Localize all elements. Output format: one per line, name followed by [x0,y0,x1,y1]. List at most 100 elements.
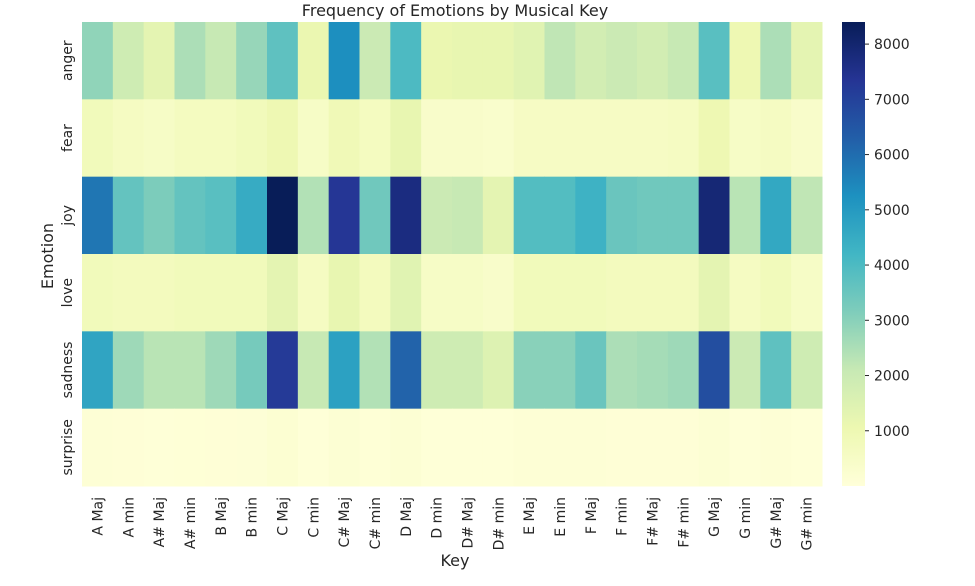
heatmap-cell-sadness-asharp-min [174,331,206,410]
x-tick-label: G# Maj [769,497,785,549]
heatmap-cell-love-asharp-min [174,254,206,332]
heatmap-cell-joy-d-min [421,176,453,255]
heatmap-cell-joy-gsharp-min [791,176,823,255]
x-tick-label: C# min [368,497,384,549]
heatmap-cell-fear-g-maj [698,99,730,178]
heatmap-cell-joy-asharp-min [174,176,206,255]
heatmap-cell-sadness-d-min [421,331,453,410]
colorbar-tick-label: 4000 [874,258,910,274]
heatmap-cell-love-e-maj [513,254,545,332]
heatmap-cell-fear-asharp-maj [143,99,175,178]
heatmap-cell-surprise-dsharp-min [482,408,515,487]
heatmap-cell-joy-dsharp-min [482,176,515,255]
heatmap-cell-joy-fsharp-maj [637,176,669,255]
heatmap-cell-sadness-e-min [544,331,576,410]
heatmap-cell-anger-gsharp-min [791,22,823,100]
heatmap-cell-fear-e-min [544,99,576,178]
heatmap-cell-surprise-a-maj [82,408,114,487]
heatmap-cell-love-dsharp-maj [452,254,484,332]
heatmap-cell-fear-fsharp-maj [637,99,669,178]
heatmap-cell-love-fsharp-maj [637,254,669,332]
heatmap-cell-surprise-asharp-min [174,408,206,487]
heatmap-cell-anger-a-maj [82,22,114,100]
x-tick-label: C min [306,497,322,538]
heatmap-cell-fear-f-maj [575,99,607,178]
x-tick-label: D min [430,497,446,539]
heatmap-cell-sadness-asharp-maj [143,331,175,410]
heatmap-cell-sadness-a-min [112,331,145,410]
heatmap-cell-fear-gsharp-maj [760,99,792,178]
heatmap-cell-sadness-c-maj [267,331,299,410]
x-tick-label: G Maj [707,497,723,537]
heatmap-cell-sadness-fsharp-min [667,331,700,410]
heatmap-cell-fear-a-maj [82,99,114,178]
heatmap-cell-sadness-fsharp-maj [637,331,669,410]
x-tick-label: D Maj [399,497,415,537]
colorbar-tick-label: 2000 [874,369,910,385]
x-tick-label: D# Maj [460,497,476,549]
heatmap-cell-love-b-maj [205,254,237,332]
heatmap-cell-sadness-b-min [236,331,268,410]
heatmap-cell-fear-f-min [606,99,638,178]
heatmap-cell-surprise-e-maj [513,408,545,487]
heatmap-cell-sadness-csharp-maj [328,331,360,410]
heatmap-cell-surprise-b-min [236,408,268,487]
heatmap-cell-anger-b-min [236,22,268,100]
colorbar-tick-label: 3000 [874,313,910,329]
x-tick-label: G# min [800,497,816,550]
heatmap-cell-sadness-f-min [606,331,638,410]
y-tick-label: fear [60,124,76,152]
x-tick-label: F Maj [584,497,600,534]
heatmap-cell-sadness-csharp-min [359,331,391,410]
heatmap-cell-surprise-csharp-min [359,408,391,487]
x-tick-label: B Maj [214,497,230,536]
heatmap-cell-joy-d-maj [390,176,422,255]
heatmap-cell-fear-a-min [112,99,145,178]
heatmap-cell-love-fsharp-min [667,254,700,332]
heatmap-cell-anger-fsharp-maj [637,22,669,100]
heatmap-cell-fear-e-maj [513,99,545,178]
colorbar-tick-label: 1000 [874,424,910,440]
heatmap-cell-joy-g-maj [698,176,730,255]
heatmap-cell-anger-c-maj [267,22,299,100]
chart-title: Frequency of Emotions by Musical Key [302,1,608,20]
heatmap-cell-surprise-g-min [729,408,761,487]
x-tick-label: F min [615,497,631,536]
heatmap-cell-fear-c-maj [267,99,299,178]
heatmap-cell-joy-asharp-maj [143,176,175,255]
heatmap-cell-fear-gsharp-min [791,99,823,178]
heatmap-cell-anger-dsharp-maj [452,22,484,100]
heatmap-cell-sadness-a-maj [82,331,114,410]
heatmap-cell-anger-asharp-min [174,22,206,100]
heatmap-cell-fear-dsharp-maj [452,99,484,178]
heatmap-cell-anger-f-min [606,22,638,100]
heatmap-cell-surprise-d-maj [390,408,422,487]
heatmap-cell-surprise-fsharp-maj [637,408,669,487]
heatmap-cell-sadness-b-maj [205,331,237,410]
x-tick-label: C Maj [275,497,291,536]
heatmap-cell-joy-f-min [606,176,638,255]
heatmap-cell-joy-fsharp-min [667,176,700,255]
heatmap-cell-love-c-min [297,254,330,332]
heatmap-cell-anger-csharp-maj [328,22,360,100]
heatmap-cell-anger-g-min [729,22,761,100]
heatmap-cell-surprise-fsharp-min [667,408,700,487]
x-tick-label: E Maj [522,497,538,535]
heatmap-cell-joy-e-maj [513,176,545,255]
heatmap-cell-love-a-min [112,254,145,332]
heatmap-cell-surprise-asharp-maj [143,408,175,487]
colorbar-gradient [842,22,865,486]
heatmap-cell-sadness-f-maj [575,331,607,410]
colorbar-tick-label: 7000 [874,92,910,108]
x-tick-label: F# Maj [645,497,661,546]
y-tick-label: sadness [60,342,76,399]
x-tick-label: A min [121,497,137,537]
heatmap-cell-anger-csharp-min [359,22,391,100]
heatmap-cell-anger-f-maj [575,22,607,100]
x-axis-ticks: A Maj A min A# Maj A# min B Maj B min C Maj C m… [90,497,815,550]
heatmap-cell-sadness-g-maj [698,331,730,410]
heatmap-cell-anger-d-maj [390,22,422,100]
heatmap-cell-joy-csharp-maj [328,176,360,255]
heatmap-cell-joy-b-min [236,176,268,255]
